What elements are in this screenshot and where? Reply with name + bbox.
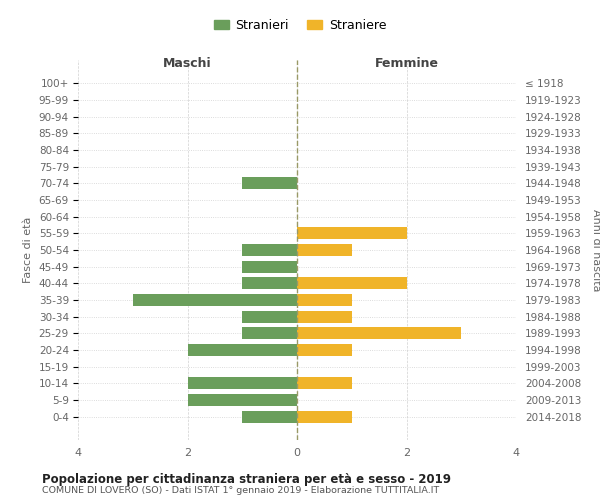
Bar	[242, 410, 297, 422]
Bar	[297, 344, 352, 356]
Y-axis label: Anni di nascita: Anni di nascita	[591, 209, 600, 291]
Text: Popolazione per cittadinanza straniera per età e sesso - 2019: Popolazione per cittadinanza straniera p…	[42, 472, 451, 486]
Bar	[187, 378, 297, 390]
Bar	[187, 344, 297, 356]
Y-axis label: Fasce di età: Fasce di età	[23, 217, 33, 283]
Bar	[133, 294, 297, 306]
Bar	[297, 410, 352, 422]
Bar	[242, 260, 297, 272]
Bar	[297, 294, 352, 306]
Bar	[242, 178, 297, 190]
Legend: Stranieri, Straniere: Stranieri, Straniere	[209, 14, 391, 37]
Bar	[242, 244, 297, 256]
Bar	[297, 244, 352, 256]
Bar	[187, 394, 297, 406]
Bar	[242, 310, 297, 322]
Bar	[242, 328, 297, 340]
Bar	[297, 378, 352, 390]
Bar	[297, 328, 461, 340]
Text: COMUNE DI LOVERO (SO) - Dati ISTAT 1° gennaio 2019 - Elaborazione TUTTITALIA.IT: COMUNE DI LOVERO (SO) - Dati ISTAT 1° ge…	[42, 486, 439, 495]
Bar	[297, 310, 352, 322]
Bar	[242, 278, 297, 289]
Bar	[297, 228, 407, 239]
Bar	[297, 278, 407, 289]
Text: Femmine: Femmine	[374, 57, 439, 70]
Text: Maschi: Maschi	[163, 57, 212, 70]
